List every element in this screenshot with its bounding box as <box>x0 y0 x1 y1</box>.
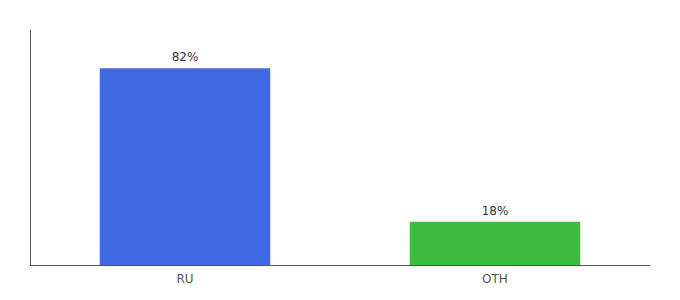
svg-text:OTH: OTH <box>482 272 508 286</box>
svg-text:18%: 18% <box>482 204 509 218</box>
svg-text:RU: RU <box>176 272 193 286</box>
svg-text:82%: 82% <box>172 50 199 64</box>
